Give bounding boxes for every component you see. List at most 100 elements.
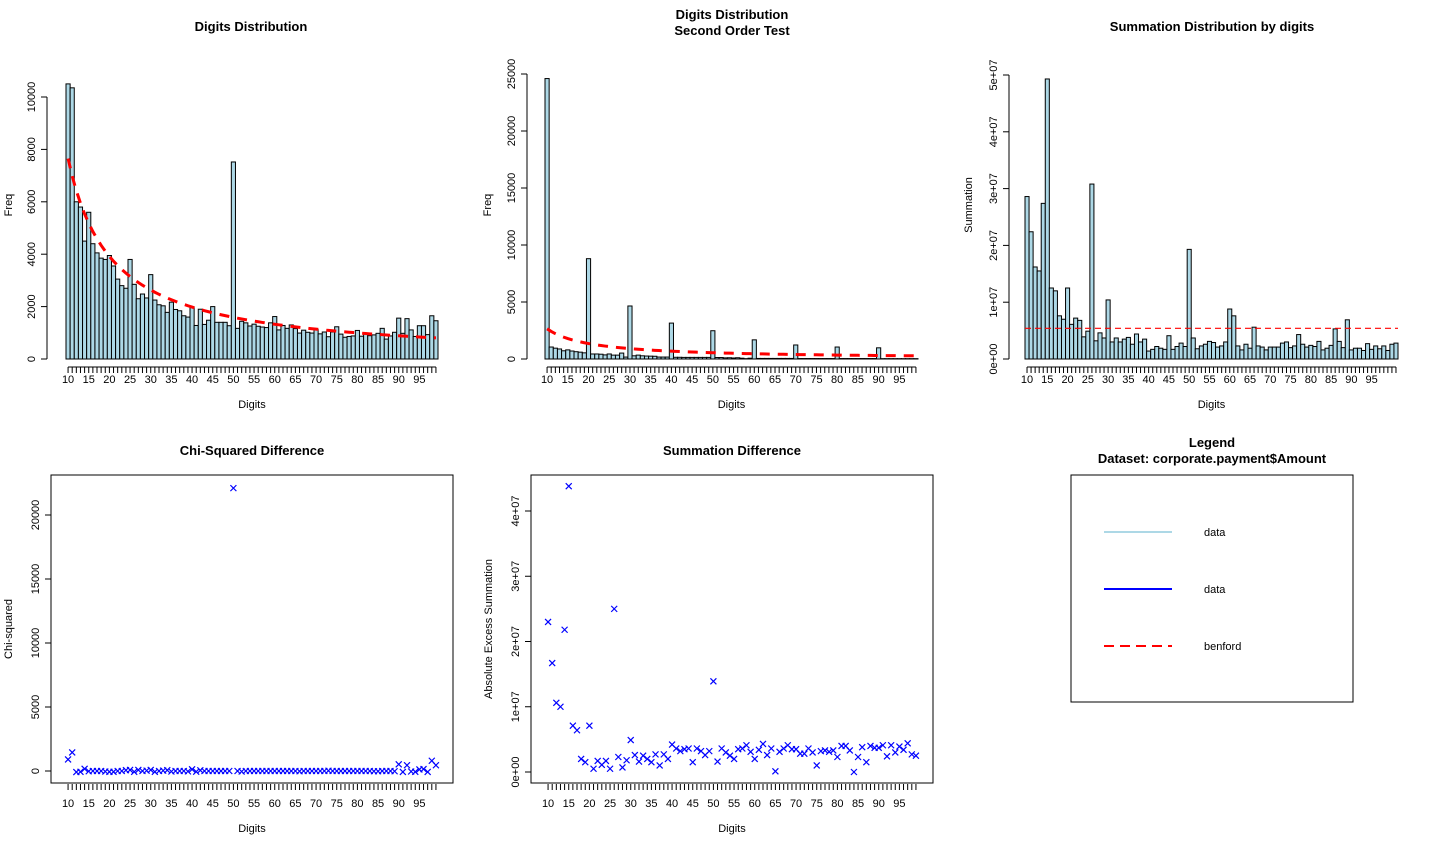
x-tick-label: 45 <box>207 374 219 386</box>
data-point <box>68 749 76 756</box>
x-tick-label: 25 <box>603 374 615 386</box>
x-marker-stroke <box>709 677 717 685</box>
bar <box>1263 349 1269 360</box>
bar <box>383 338 389 360</box>
bar <box>1215 346 1221 360</box>
bar <box>280 324 286 360</box>
x-tick-label: 95 <box>893 374 905 386</box>
x-tick-label: 45 <box>1163 374 1175 386</box>
bar <box>1393 342 1399 360</box>
legend-entry: data <box>1104 584 1226 596</box>
data-point <box>751 755 759 763</box>
bar <box>768 357 774 360</box>
y-tick-label: 0 <box>26 356 38 362</box>
data-point <box>738 745 746 752</box>
x-marker-stroke <box>395 760 403 768</box>
x-tick-label: 30 <box>624 374 636 386</box>
bar <box>429 315 435 360</box>
bar <box>1097 332 1103 360</box>
bar <box>1243 343 1249 360</box>
bar <box>648 355 654 360</box>
data-point <box>130 768 138 776</box>
second-order-bars <box>544 78 919 360</box>
data-point <box>420 765 427 773</box>
data-point <box>639 752 647 760</box>
bar <box>371 334 377 360</box>
bar <box>1247 347 1253 360</box>
legend-box <box>1070 474 1354 703</box>
data-point <box>689 758 697 766</box>
x-tick-label: 40 <box>186 374 198 386</box>
data-point <box>590 765 597 773</box>
data-point <box>875 744 883 752</box>
bar <box>619 352 625 360</box>
bar <box>1296 334 1302 360</box>
x-marker-stroke <box>660 750 668 758</box>
x-tick-label: 75 <box>331 374 343 386</box>
bar <box>98 257 104 360</box>
data-point <box>858 743 866 751</box>
data-point <box>631 751 639 759</box>
x-marker-stroke <box>184 767 192 775</box>
x-tick-label: 85 <box>372 374 384 386</box>
x-tick-label: 50 <box>227 374 239 386</box>
x-tick-label: 45 <box>207 798 219 810</box>
y-tick-label: 10000 <box>30 628 42 659</box>
bar <box>139 293 146 360</box>
x-marker-stroke <box>110 768 117 776</box>
bar <box>1044 78 1050 360</box>
bar <box>565 349 571 360</box>
x-tick-label: 90 <box>873 798 885 810</box>
bar <box>148 274 154 360</box>
x-tick-label: 40 <box>1143 374 1155 386</box>
data-point <box>743 741 750 749</box>
y-tick-label: 2000 <box>26 294 38 318</box>
x-marker-stroke <box>714 758 721 765</box>
bar <box>681 356 687 360</box>
bar <box>1056 315 1062 360</box>
data-point <box>627 736 635 744</box>
bar <box>247 325 253 360</box>
bar <box>1304 346 1310 360</box>
summation-difference-points <box>544 482 920 776</box>
bar <box>594 353 600 360</box>
x-marker-stroke <box>565 482 573 490</box>
data-point <box>771 767 779 775</box>
data-point <box>664 755 672 763</box>
bar <box>276 329 282 360</box>
bar <box>1336 340 1342 360</box>
bar <box>1121 338 1127 360</box>
x-marker-stroke <box>163 766 171 774</box>
bar <box>342 336 348 360</box>
x-tick-label: 75 <box>811 798 823 810</box>
x-marker-stroke <box>635 758 643 765</box>
bar <box>1162 348 1168 360</box>
x-marker-stroke <box>862 758 870 766</box>
data-point <box>846 747 854 754</box>
x-marker-stroke <box>548 659 556 667</box>
bar <box>701 356 708 360</box>
data-point <box>126 766 134 774</box>
bar <box>131 283 137 360</box>
bar <box>222 321 228 360</box>
x-marker-stroke <box>689 758 697 766</box>
data-point <box>619 764 626 771</box>
summation-distribution-y-axis-title: Summation <box>963 177 975 233</box>
bar <box>710 330 716 360</box>
data-point <box>229 484 237 492</box>
x-tick-label: 75 <box>331 798 343 810</box>
x-marker-stroke <box>594 757 602 765</box>
bar <box>433 320 439 360</box>
x-marker-stroke <box>623 756 631 764</box>
data-point <box>780 745 788 752</box>
bar <box>548 346 554 360</box>
x-marker-stroke <box>561 626 569 634</box>
bar <box>420 325 427 360</box>
bar <box>1235 345 1241 360</box>
bar <box>387 335 394 360</box>
y-tick-label: 2e+07 <box>510 626 522 657</box>
x-marker-stroke <box>718 745 726 752</box>
legend-title-line: Legend <box>1189 435 1235 450</box>
x-tick-label: 75 <box>810 374 822 386</box>
bar <box>1198 345 1204 360</box>
